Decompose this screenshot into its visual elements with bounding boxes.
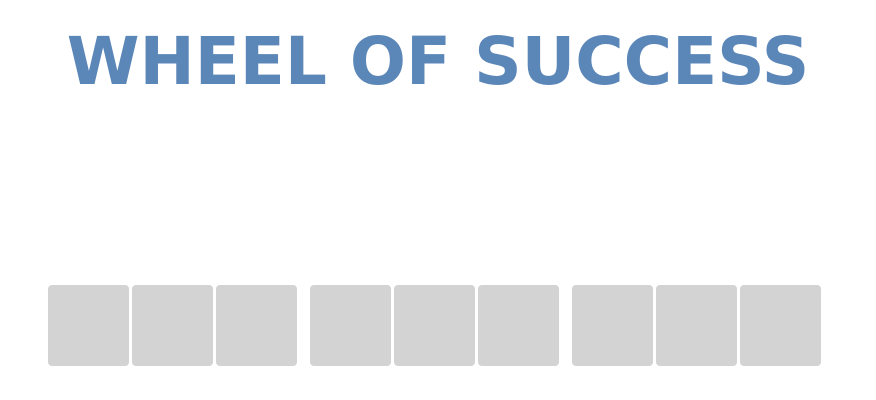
letter-tile bbox=[132, 285, 213, 366]
puzzle-word-1 bbox=[48, 285, 297, 366]
letter-tile bbox=[478, 285, 559, 366]
letter-tile bbox=[310, 285, 391, 366]
letter-tile bbox=[740, 285, 821, 366]
puzzle-word-2 bbox=[310, 285, 559, 366]
game-title: WHEEL OF SUCCESS bbox=[66, 23, 810, 100]
puzzle-board bbox=[48, 285, 821, 366]
letter-tile bbox=[394, 285, 475, 366]
letter-tile bbox=[656, 285, 737, 366]
letter-tile bbox=[48, 285, 129, 366]
letter-tile bbox=[216, 285, 297, 366]
letter-tile bbox=[572, 285, 653, 366]
puzzle-word-3 bbox=[572, 285, 821, 366]
